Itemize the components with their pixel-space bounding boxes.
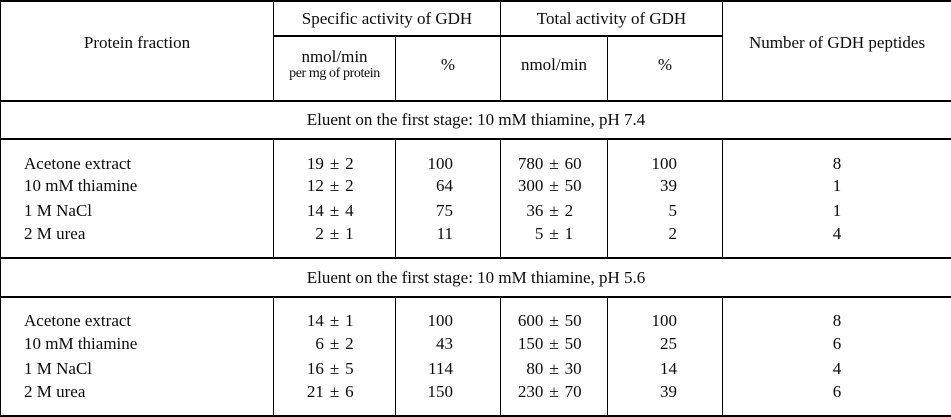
cell-specific-activity: 12 ±2 xyxy=(273,173,396,199)
cell-peptides: 6 xyxy=(832,381,842,401)
col-header-protein-fraction: Protein fraction xyxy=(0,1,274,101)
table-row: 2 M urea 2 ±1 11 5 ±1 2 4 xyxy=(0,223,951,259)
cell-peptides: 1 xyxy=(832,201,842,221)
cell-peptides: 1 xyxy=(832,176,842,196)
table-row: Acetone extract 19 ±2 100 780 ±60 100 8 xyxy=(0,138,951,174)
col-header-total-percent: % xyxy=(607,36,724,102)
cell-fraction: Acetone extract xyxy=(0,138,274,174)
cell-total-percent: 39 xyxy=(607,381,724,416)
cell-specific-percent: 100 xyxy=(395,138,501,174)
col-header-specific-percent: % xyxy=(395,36,501,102)
table-row: 10 mM thiamine 12 ±2 64 300 ±50 39 1 xyxy=(0,173,951,199)
cell-peptides: 6 xyxy=(832,334,842,353)
cell-specific-activity: 6 ±2 xyxy=(273,331,396,357)
cell-fraction: 10 mM thiamine xyxy=(0,173,274,199)
cell-total-percent: 100 xyxy=(607,296,724,332)
col-header-total-activity: Total activity of GDH xyxy=(500,1,724,38)
table-row: 2 M urea 21 ±6 150 230 ±70 39 6 xyxy=(0,381,951,416)
cell-total-percent: 14 xyxy=(607,356,724,382)
cell-peptides: 4 xyxy=(832,358,842,378)
section-title-ph56: Eluent on the first stage: 10 mM thiamin… xyxy=(0,257,951,298)
cell-specific-activity: 14 ±4 xyxy=(273,198,396,224)
cell-total-activity: 300 ±50 xyxy=(500,173,608,199)
cell-total-percent: 39 xyxy=(607,173,724,199)
cell-total-activity: 230 ±70 xyxy=(500,381,608,416)
cell-specific-percent: 150 xyxy=(395,381,501,416)
table-row: 1 M NaCl 14 ±4 75 36 ±2 5 1 xyxy=(0,198,951,224)
cell-total-percent: 2 xyxy=(607,223,724,259)
cell-peptides: 4 xyxy=(832,224,842,244)
cell-total-activity: 36 ±2 xyxy=(500,198,608,224)
table-row: Acetone extract 14 ±1 100 600 ±50 100 8 xyxy=(0,296,951,332)
cell-total-activity: 780 ±60 xyxy=(500,138,608,174)
cell-specific-activity: 19 ±2 xyxy=(273,138,396,174)
section-band: Eluent on the first stage: 10 mM thiamin… xyxy=(0,257,951,298)
section-band: Eluent on the first stage: 10 mM thiamin… xyxy=(0,99,951,140)
cell-fraction: 10 mM thiamine xyxy=(0,331,274,357)
cell-specific-percent: 75 xyxy=(395,198,501,224)
cell-peptides: 8 xyxy=(832,311,842,331)
cell-specific-percent: 100 xyxy=(395,296,501,332)
cell-specific-activity: 21 ±6 xyxy=(273,381,396,416)
table-row: 10 mM thiamine 6 ±2 43 150 ±50 25 6 xyxy=(0,331,951,357)
col-header-peptides: Number of GDH peptides xyxy=(748,32,926,52)
cell-specific-activity: 14 ±1 xyxy=(273,296,396,332)
cell-total-activity: 5 ±1 xyxy=(500,223,608,259)
col-header-total-unit: nmol/min xyxy=(500,36,608,102)
cell-specific-percent: 43 xyxy=(395,331,501,357)
col-header-specific-unit: nmol/min per mg of protein xyxy=(273,36,396,102)
cell-peptides: 8 xyxy=(832,153,842,173)
cell-total-activity: 600 ±50 xyxy=(500,296,608,332)
section-title-ph74: Eluent on the first stage: 10 mM thiamin… xyxy=(0,99,951,140)
cell-fraction: Acetone extract xyxy=(0,296,274,332)
cell-specific-percent: 11 xyxy=(395,223,501,259)
cell-total-percent: 5 xyxy=(607,198,724,224)
cell-specific-percent: 114 xyxy=(395,356,501,382)
cell-total-activity: 150 ±50 xyxy=(500,331,608,357)
cell-fraction: 2 M urea xyxy=(0,223,274,259)
header-row-groups: Protein fraction Specific activity of GD… xyxy=(0,1,951,101)
cell-total-percent: 25 xyxy=(607,331,724,357)
cell-specific-activity: 16 ±5 xyxy=(273,356,396,382)
cell-total-percent: 100 xyxy=(607,138,724,174)
cell-fraction: 1 M NaCl xyxy=(0,356,274,382)
specific-unit-line2: per mg of protein xyxy=(289,66,380,82)
cell-specific-percent: 64 xyxy=(395,173,501,199)
cell-fraction: 1 M NaCl xyxy=(0,198,274,224)
cell-fraction: 2 M urea xyxy=(0,381,274,416)
table-row: 1 M NaCl 16 ±5 114 80 ±30 14 4 xyxy=(0,356,951,382)
cell-total-activity: 80 ±30 xyxy=(500,356,608,382)
cell-specific-activity: 2 ±1 xyxy=(273,223,396,259)
header-row-units: nmol/min per mg of protein % nmol/min % xyxy=(1,36,951,102)
specific-unit-line1: nmol/min xyxy=(301,46,368,66)
col-header-specific-activity: Specific activity of GDH xyxy=(273,1,501,38)
